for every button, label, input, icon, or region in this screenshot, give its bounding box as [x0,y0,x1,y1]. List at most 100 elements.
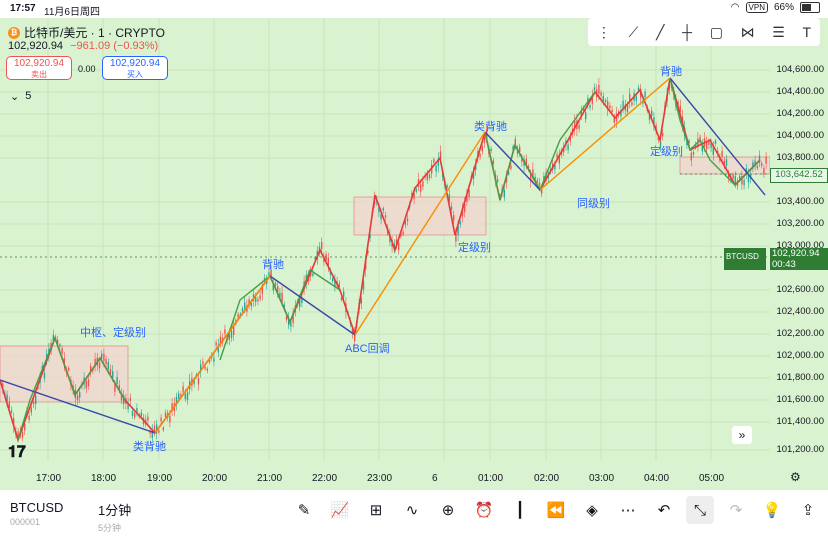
candle-body [468,189,470,197]
green-leg-2 [219,268,341,361]
spread-value: 0.00 [78,64,96,74]
candle-body [582,107,585,111]
candle-body [327,257,329,267]
bottom-symbol-name: BTCUSD [10,500,64,515]
indicators-count: 5 [25,90,32,102]
text-icon[interactable]: T [802,24,812,40]
candle-body [637,87,640,91]
candle-body [593,87,596,91]
undo-icon[interactable]: ↶ [657,502,671,519]
bottom-timeframe[interactable]: 1分钟 5分钟 [98,500,131,534]
candle-body [644,91,646,98]
alarm-icon[interactable]: ⏰ [474,502,494,519]
bottom-symbol[interactable]: BTCUSD 000001 [10,500,63,527]
candle-body [558,155,560,164]
bottom-timeframe-sub: 5分钟 [98,523,122,533]
ray-icon[interactable]: ╱ [655,23,665,40]
gear-icon[interactable]: ⚙ [790,470,801,484]
candle-body [717,150,719,154]
buy-button[interactable]: 102,920.94 买入 [102,56,168,80]
candle-body [384,215,387,218]
indicators-toggle[interactable]: ⌄ 5 [10,90,31,103]
redo-icon[interactable]: ↷ [729,502,743,519]
candle-body [472,171,475,180]
grip-icon[interactable]: ⋮ [596,23,611,40]
candle-body [492,160,494,165]
trend-line-icon[interactable]: ⟋ [628,23,639,40]
candle-body [206,368,208,371]
price-axis[interactable] [770,18,828,460]
candle-body [701,145,703,152]
candle-body [479,154,481,158]
candle-body [723,160,725,166]
chart-type-icon[interactable]: 📈 [330,502,350,519]
annotation-fix-level-1: 定级别 [458,240,491,254]
candle-body [404,220,406,225]
time-axis-label: 22:00 [312,473,338,484]
candle-body [151,430,153,438]
collapse-icon[interactable]: ⤡ [686,496,714,524]
candle-body [569,135,571,142]
price-axis-label: 103,000.00 [776,240,824,251]
indicator-icon[interactable]: ∿ [405,502,419,519]
time-axis-label: 6 [432,473,438,484]
pencil-icon[interactable]: ✎ [297,502,311,519]
candle-body [116,376,118,384]
bulb-icon[interactable]: 💡 [762,502,782,519]
time-axis-label: 01:00 [478,473,504,484]
plus-icon[interactable]: ⊕ [441,502,455,519]
layers-icon[interactable]: ◈ [586,502,598,519]
candle-body [351,328,354,334]
candle-body [763,168,765,175]
candle-body [162,427,164,431]
scroll-to-latest-button[interactable]: » [732,426,752,444]
candle-body [437,158,439,166]
candle-body [52,335,54,341]
symbol-header[interactable]: ₿ 比特币/美元 · 1 · CRYPTO [8,24,165,41]
candle-body [706,142,708,150]
fib-icon[interactable]: ☰ [772,23,785,40]
price-line: 102,920.94 −961.09 (−0.93%) [8,40,158,52]
candle-body [589,105,591,108]
pattern-icon[interactable]: ⋈ [740,23,755,40]
candle-body [79,391,81,398]
time-axis-label: 02:00 [534,473,560,484]
annotation-class-divergence-1: 类背驰 [133,439,166,453]
candle-body [389,234,391,242]
annotation-divergence-2: 背驰 [660,64,682,78]
candle-body [290,322,292,327]
candle-body [690,152,692,161]
candle-body [536,179,538,183]
candle-body [662,132,664,137]
sell-button[interactable]: 102,920.94 卖出 [6,56,72,80]
candle-body [140,412,142,417]
price-axis-label: 104,400.00 [776,86,824,97]
candle-body [400,233,402,237]
candle-body [728,173,730,178]
candle-body [120,393,123,401]
more-icon[interactable]: ⋯ [620,502,636,519]
candle-body [743,179,745,186]
candle-body [178,393,180,399]
candle-body [692,152,695,155]
candle-body [134,413,136,418]
rewind-icon[interactable]: ⏪ [546,502,566,519]
candle-body [556,154,558,158]
candle-body [288,317,290,326]
candle-body [90,365,92,372]
vertical-line-icon[interactable]: ┼ [682,24,693,40]
sell-label: 卖出 [31,70,47,79]
candles-icon[interactable]: ┃ [515,502,525,519]
status-bar: 17:57 11月6日周四 ◠ VPN 66% [0,0,828,18]
battery-percent: 66% [773,2,794,13]
current-symbol-tag: BTCUSD [724,248,766,270]
candle-body [677,101,679,105]
time-axis[interactable] [0,460,828,490]
rectangle-icon[interactable]: ▢ [709,23,723,40]
grid-icon[interactable]: ⊞ [369,502,383,519]
candle-body [63,358,65,366]
share-icon[interactable]: ⇪ [801,502,815,519]
candle-body [585,112,587,120]
candle-body [129,397,131,401]
candle-body [32,401,35,405]
